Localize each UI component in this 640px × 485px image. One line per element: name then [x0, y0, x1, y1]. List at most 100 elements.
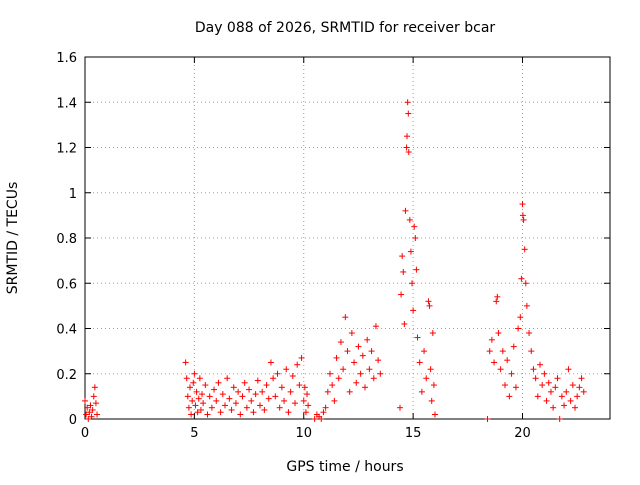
data-point — [497, 366, 504, 373]
data-point — [219, 391, 226, 398]
data-point — [211, 386, 218, 393]
data-point — [488, 336, 495, 343]
data-point — [300, 397, 307, 404]
data-point — [402, 207, 409, 214]
data-points — [82, 99, 587, 422]
data-point — [267, 359, 274, 366]
data-point — [484, 416, 491, 422]
data-point — [92, 400, 99, 407]
data-point — [94, 411, 101, 418]
data-point — [539, 382, 546, 389]
data-point — [86, 409, 93, 416]
data-point — [400, 268, 407, 275]
y-tick-label: 0.6 — [56, 277, 77, 292]
data-point — [554, 375, 561, 382]
data-point — [252, 391, 259, 398]
y-tick-label: 1.2 — [56, 142, 77, 157]
data-point — [558, 393, 565, 400]
data-point — [235, 388, 242, 395]
data-point — [285, 409, 292, 416]
data-point — [403, 144, 410, 151]
data-point — [320, 409, 327, 416]
data-point — [351, 359, 358, 366]
data-point — [545, 379, 552, 386]
data-point — [237, 411, 244, 418]
data-point — [493, 298, 500, 305]
data-point — [226, 395, 233, 402]
data-point — [88, 413, 95, 420]
data-point — [494, 293, 501, 300]
data-point — [416, 359, 423, 366]
data-point — [182, 359, 189, 366]
data-point — [254, 377, 261, 384]
data-point — [429, 330, 436, 337]
data-point — [213, 397, 220, 404]
data-point — [224, 375, 231, 382]
data-point — [183, 375, 190, 382]
y-tick-label: 0.2 — [56, 368, 77, 383]
data-point — [346, 388, 353, 395]
y-tick-label: 1.6 — [56, 51, 77, 66]
data-point — [90, 393, 97, 400]
data-point — [193, 388, 200, 395]
data-point — [200, 400, 207, 407]
data-point — [239, 393, 246, 400]
data-point — [243, 404, 250, 411]
data-point — [281, 397, 288, 404]
data-point — [189, 397, 196, 404]
data-point — [359, 352, 366, 359]
data-point — [368, 348, 375, 355]
data-point — [432, 411, 438, 418]
data-point — [248, 397, 255, 404]
data-point — [276, 404, 283, 411]
data-point — [537, 361, 543, 368]
data-point — [364, 336, 371, 343]
data-point — [375, 357, 382, 364]
y-tick-label: 1 — [69, 187, 77, 202]
data-point — [563, 388, 570, 395]
data-point — [296, 382, 303, 389]
data-point — [192, 402, 199, 409]
data-point — [530, 366, 537, 373]
data-point — [491, 359, 498, 366]
data-point — [257, 402, 263, 409]
data-point — [246, 386, 253, 393]
data-point — [272, 393, 279, 400]
data-point — [377, 370, 384, 377]
data-point — [232, 400, 239, 407]
data-point — [423, 375, 430, 382]
data-point — [190, 379, 197, 386]
data-point — [399, 253, 406, 260]
data-point — [574, 393, 581, 400]
data-point — [83, 411, 90, 418]
data-point — [241, 379, 248, 386]
data-point — [91, 384, 98, 391]
data-point — [547, 388, 554, 395]
data-point — [495, 330, 502, 337]
data-point — [580, 388, 587, 395]
data-point — [521, 246, 528, 253]
data-point — [532, 375, 539, 382]
data-point — [519, 212, 526, 219]
data-point — [552, 384, 559, 391]
data-point — [265, 395, 272, 402]
data-point — [206, 393, 213, 400]
data-point — [322, 404, 329, 411]
data-point — [520, 216, 527, 223]
data-point — [515, 325, 522, 332]
data-point — [283, 366, 290, 373]
data-point — [510, 343, 517, 350]
data-point — [215, 379, 222, 386]
data-point — [508, 370, 515, 377]
data-point — [398, 291, 405, 298]
data-point — [526, 330, 533, 337]
data-point — [541, 370, 548, 377]
data-point — [370, 375, 377, 382]
data-point — [405, 149, 412, 156]
data-point — [261, 406, 268, 413]
data-point — [292, 400, 298, 407]
data-point — [335, 375, 342, 382]
data-point — [270, 375, 277, 382]
data-point — [426, 302, 433, 309]
